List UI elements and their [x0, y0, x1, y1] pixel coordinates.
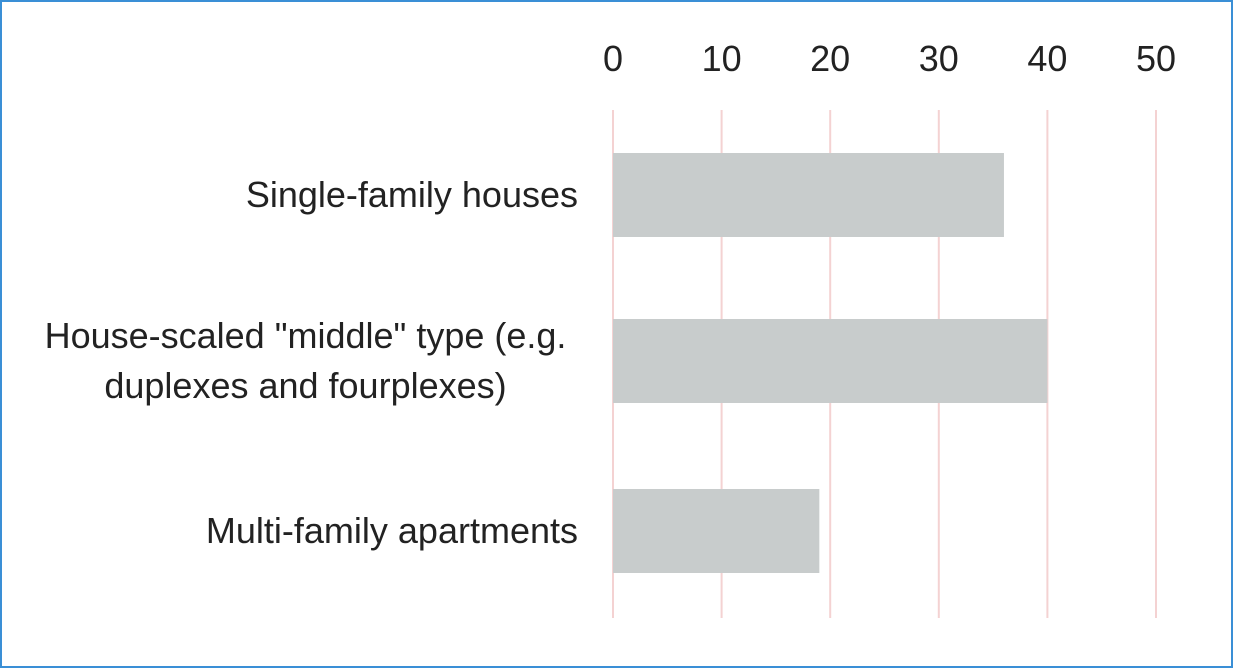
category-text: Multi-family apartments: [205, 510, 578, 551]
bar: [613, 489, 820, 573]
x-tick-label: 20: [810, 38, 851, 79]
category-label: Multi-family apartments: [206, 506, 578, 556]
x-tick-label: 50: [1135, 38, 1177, 79]
x-tick-label: 40: [1027, 38, 1068, 79]
x-tick-label: 0: [602, 38, 624, 79]
x-tick-label: 10: [701, 38, 742, 79]
category-label: House-scaled "middle" type (e.g. duplexe…: [33, 311, 578, 411]
bar: [613, 153, 1004, 237]
category-text: House-scaled "middle" type (e.g. duplexe…: [44, 315, 567, 406]
category-text: Single-family houses: [245, 174, 578, 215]
category-label: Single-family houses: [246, 170, 578, 220]
bar: [613, 319, 1048, 403]
x-tick-label: 30: [918, 38, 959, 79]
